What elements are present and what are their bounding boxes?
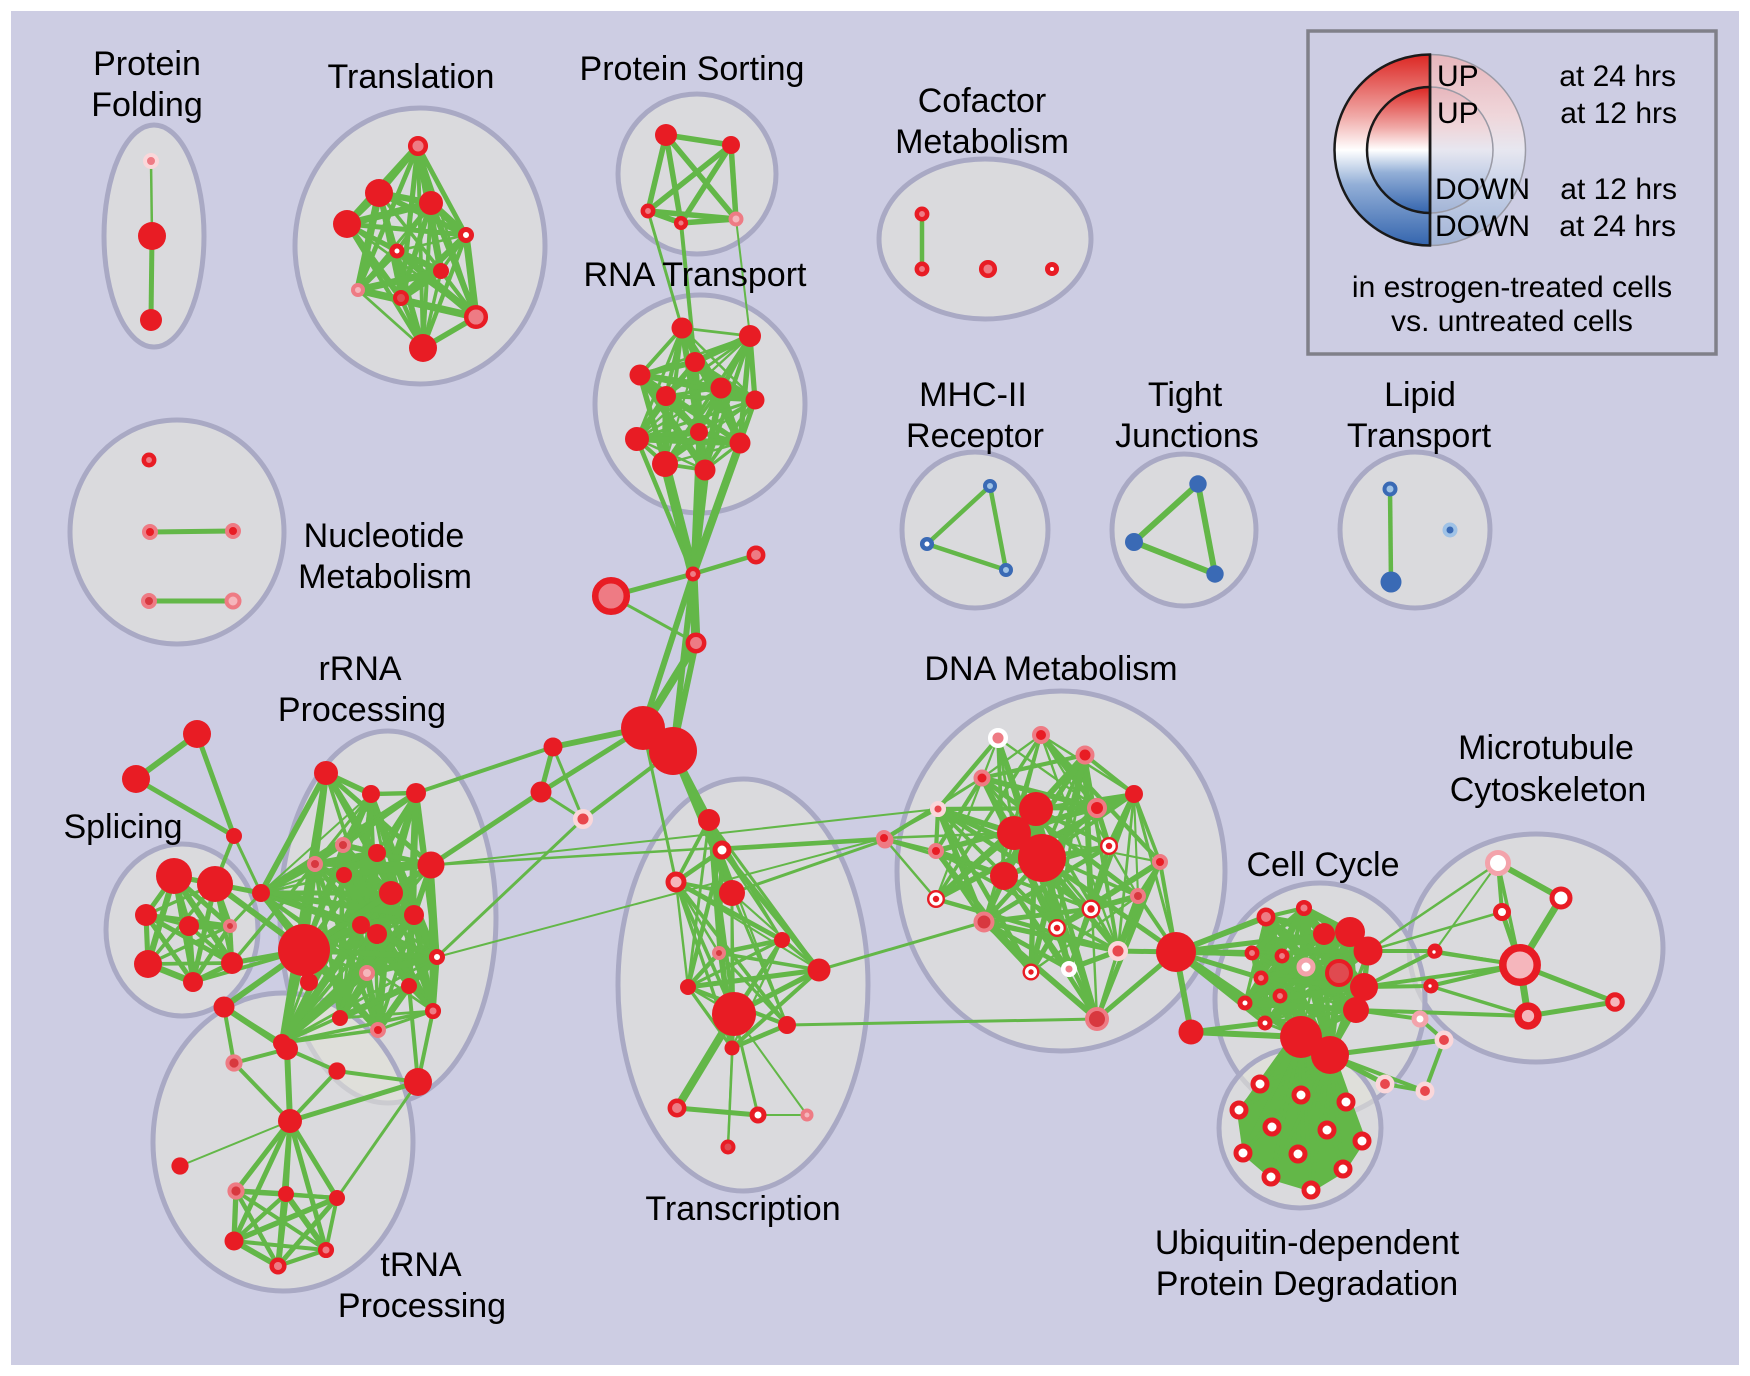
svg-text:Cofactor: Cofactor [918, 82, 1047, 120]
svg-text:Receptor: Receptor [906, 417, 1044, 455]
svg-text:Ubiquitin-dependent: Ubiquitin-dependent [1155, 1224, 1460, 1262]
svg-text:Microtubule: Microtubule [1458, 729, 1634, 767]
svg-text:Lipid: Lipid [1384, 376, 1456, 414]
svg-text:at 12 hrs: at 12 hrs [1560, 97, 1677, 130]
svg-text:Cytoskeleton: Cytoskeleton [1450, 771, 1647, 809]
svg-text:Protein Degradation: Protein Degradation [1156, 1265, 1458, 1303]
svg-text:DOWN: DOWN [1435, 173, 1530, 206]
svg-text:Processing: Processing [278, 691, 446, 729]
svg-text:Processing: Processing [338, 1287, 506, 1325]
svg-text:tRNA: tRNA [380, 1246, 462, 1284]
svg-text:UP: UP [1437, 60, 1479, 93]
svg-text:Nucleotide: Nucleotide [304, 517, 465, 555]
svg-text:Transport: Transport [1347, 417, 1492, 455]
svg-text:at 24 hrs: at 24 hrs [1559, 210, 1676, 243]
svg-text:MHC-II: MHC-II [919, 376, 1027, 414]
svg-text:DOWN: DOWN [1435, 210, 1530, 243]
svg-text:DNA Metabolism: DNA Metabolism [924, 650, 1177, 688]
svg-text:Tight: Tight [1148, 376, 1223, 414]
svg-text:in estrogen-treated cells: in estrogen-treated cells [1352, 271, 1672, 304]
svg-text:Metabolism: Metabolism [895, 123, 1069, 161]
svg-text:Protein: Protein [93, 45, 201, 83]
svg-text:Splicing: Splicing [63, 808, 182, 846]
svg-text:rRNA: rRNA [318, 650, 401, 688]
svg-text:Transcription: Transcription [645, 1190, 840, 1228]
svg-text:at 24 hrs: at 24 hrs [1559, 60, 1676, 93]
svg-text:Cell Cycle: Cell Cycle [1246, 846, 1399, 884]
svg-text:Protein Sorting: Protein Sorting [580, 50, 805, 88]
svg-text:Junctions: Junctions [1115, 417, 1259, 455]
svg-text:RNA Transport: RNA Transport [584, 256, 808, 294]
svg-text:UP: UP [1437, 97, 1479, 130]
svg-text:vs. untreated cells: vs. untreated cells [1391, 305, 1633, 338]
svg-text:at 12 hrs: at 12 hrs [1560, 173, 1677, 206]
svg-text:Metabolism: Metabolism [298, 558, 472, 596]
svg-text:Translation: Translation [328, 58, 495, 96]
svg-text:Folding: Folding [91, 86, 203, 124]
